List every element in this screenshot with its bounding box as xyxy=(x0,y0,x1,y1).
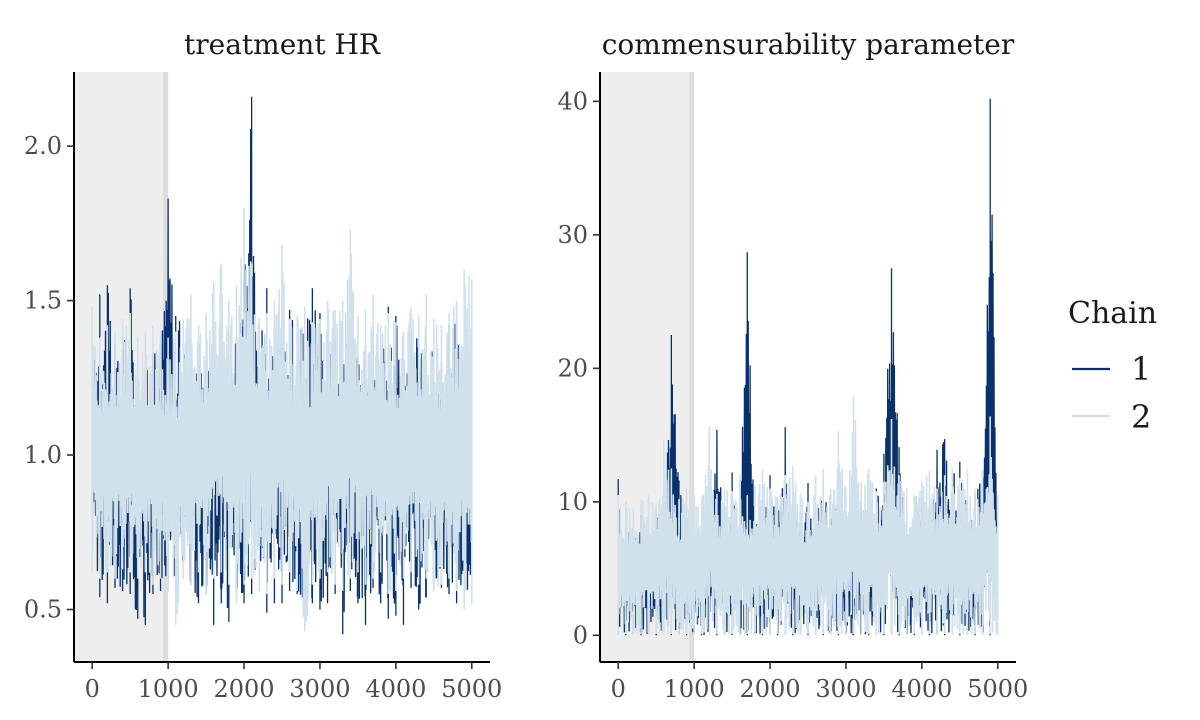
x-tick-label: 2000 xyxy=(214,675,275,703)
trace-chain-2 xyxy=(91,207,473,632)
y-tick-label: 0.5 xyxy=(24,595,62,623)
x-tick-label: 4000 xyxy=(891,675,952,703)
trace-lines xyxy=(91,96,473,635)
x-tick-label: 3000 xyxy=(815,675,876,703)
y-tick-label: 40 xyxy=(557,87,588,115)
panel-commensurability-parameter: 0 10 20 30 40 0 1000 2000 3000 4000 5000 commensur… xyxy=(557,28,1028,703)
legend-label-chain-2: 2 xyxy=(1131,398,1151,436)
x-tick-label: 2000 xyxy=(740,675,801,703)
trace-lines xyxy=(617,98,999,636)
x-tick-label: 1000 xyxy=(664,675,725,703)
panel-treatment-hr: 0.5 1.0 1.5 2.0 0 1000 2000 3000 4000 5000 treatm… xyxy=(24,28,502,703)
legend: Chain 1 2 xyxy=(1068,296,1157,436)
axes: 0 10 20 30 40 0 1000 2000 3000 4000 5000 xyxy=(557,72,1028,703)
panel-title: treatment HR xyxy=(184,28,381,61)
y-tick-label: 1.0 xyxy=(24,441,62,469)
y-tick-label: 10 xyxy=(557,488,588,516)
x-tick-label: 0 xyxy=(85,675,100,703)
legend-label-chain-1: 1 xyxy=(1131,350,1151,388)
y-tick-label: 0 xyxy=(573,621,588,649)
x-tick-label: 1000 xyxy=(138,675,199,703)
warmup-shade xyxy=(74,72,169,662)
trace-chain-2 xyxy=(617,396,999,636)
x-tick-label: 5000 xyxy=(441,675,502,703)
y-tick-label: 20 xyxy=(557,354,588,382)
y-tick-label: 30 xyxy=(557,221,588,249)
warmup-edge xyxy=(689,72,695,662)
y-tick-label: 2.0 xyxy=(24,132,62,160)
axes: 0.5 1.0 1.5 2.0 0 1000 2000 3000 4000 5000 xyxy=(24,72,502,703)
legend-title: Chain xyxy=(1068,296,1157,331)
x-tick-label: 0 xyxy=(611,675,626,703)
x-tick-label: 3000 xyxy=(289,675,350,703)
y-tick-label: 1.5 xyxy=(24,287,62,315)
x-tick-label: 4000 xyxy=(365,675,426,703)
warmup-region xyxy=(74,72,169,662)
x-tick-label: 5000 xyxy=(967,675,1028,703)
panel-title: commensurability parameter xyxy=(602,28,1015,61)
